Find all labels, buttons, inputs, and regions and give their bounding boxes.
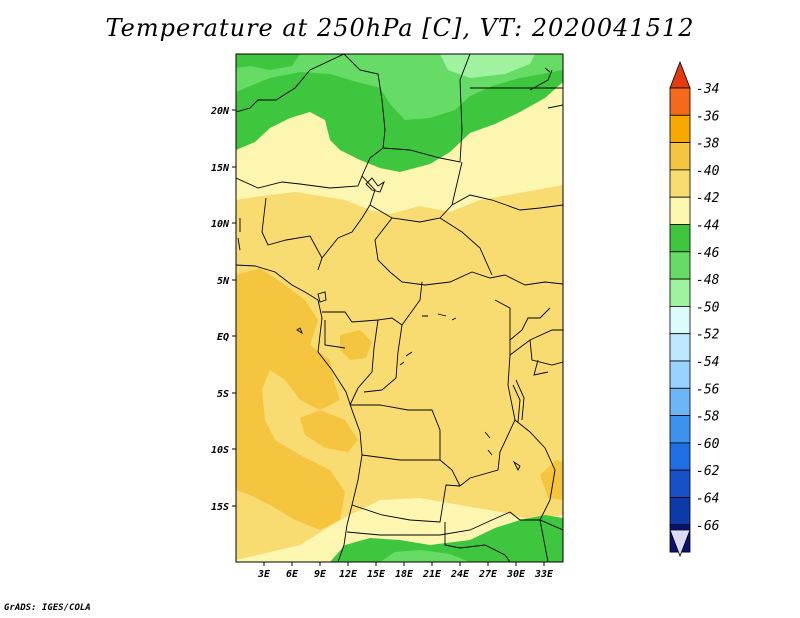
band-minus48-north (440, 54, 535, 78)
legend-level-label: -46 (696, 246, 720, 261)
legend-swatch (669, 497, 691, 526)
lon-label: 15E (367, 569, 386, 580)
lon-label: 12E (339, 569, 358, 580)
legend-swatch (669, 142, 691, 171)
legend-bottom-arrow (669, 529, 691, 558)
legend-level-label: -52 (696, 328, 720, 343)
legend-swatch (669, 169, 691, 198)
legend-level-label: -56 (696, 382, 720, 397)
band-minus38-blob (300, 410, 358, 452)
lon-label: 27E (478, 569, 498, 580)
legend-swatch (669, 224, 691, 253)
lon-label: 6E (286, 569, 299, 580)
legend-swatch (669, 360, 691, 389)
legend-level-label: -44 (696, 219, 719, 234)
axis-ticks (232, 109, 545, 566)
legend-swatch (669, 415, 691, 444)
legend-level-label: -42 (696, 191, 720, 206)
legend-level-label: -66 (696, 519, 720, 534)
legend-level-label: -50 (696, 300, 720, 315)
legend-level-label: -36 (696, 109, 720, 124)
legend-swatch (669, 387, 691, 416)
legend-level-label: -40 (696, 164, 720, 179)
grads-credit: GrADS: IGES/COLA (4, 603, 91, 613)
legend-level-label: -48 (696, 273, 720, 288)
band-minus38-east (540, 460, 563, 500)
lat-label: 15N (211, 163, 230, 174)
legend-swatch (669, 305, 691, 335)
lon-label: 21E (422, 569, 442, 580)
color-legend: -34 -36 -38 -40 -42 -44 -46 -48 -50 -52 -54 -56 -58 -… (669, 60, 720, 558)
lon-label: 24E (450, 569, 470, 580)
band-minus46-south (380, 550, 470, 562)
temperature-field (236, 54, 563, 562)
legend-level-label: -38 (696, 137, 720, 152)
legend-level-label: -60 (696, 437, 720, 452)
band-minus38-congo (340, 330, 372, 360)
legend-swatch (669, 87, 691, 116)
lat-label: 15S (211, 502, 229, 513)
band-minus38-west (236, 268, 345, 530)
lat-label: 5S (217, 389, 229, 400)
legend-level-label: -54 (696, 355, 719, 370)
lat-label: 20N (210, 106, 230, 117)
legend-swatch (669, 278, 691, 307)
legend-top-arrow (669, 60, 691, 89)
legend-swatch (669, 442, 691, 471)
lon-label: 30E (506, 569, 526, 580)
band-minus44-nw (236, 54, 300, 70)
map-title: Temperature at 250hPa [C], VT: 202004151… (105, 14, 695, 42)
legend-swatch (669, 251, 691, 280)
legend-level-label: -58 (696, 410, 720, 425)
legend-level-label: -64 (696, 492, 719, 507)
legend-level-label: -34 (696, 82, 719, 97)
lon-label: 18E (395, 569, 414, 580)
lat-label: 10N (211, 219, 230, 230)
lon-label: 9E (314, 569, 327, 580)
legend-swatch (669, 333, 691, 362)
band-minus44-south (330, 515, 563, 562)
country-borders (236, 54, 563, 562)
lat-label: EQ (217, 332, 229, 343)
lat-label: 10S (211, 445, 229, 456)
plot-frame (235, 53, 564, 563)
lon-label: 33E (534, 569, 554, 580)
legend-swatch (669, 114, 691, 144)
lat-label: 5N (217, 276, 230, 287)
legend-swatch (669, 196, 691, 225)
legend-swatch (669, 469, 691, 498)
legend-level-label: -62 (696, 464, 720, 479)
lon-label: 3E (257, 569, 271, 580)
